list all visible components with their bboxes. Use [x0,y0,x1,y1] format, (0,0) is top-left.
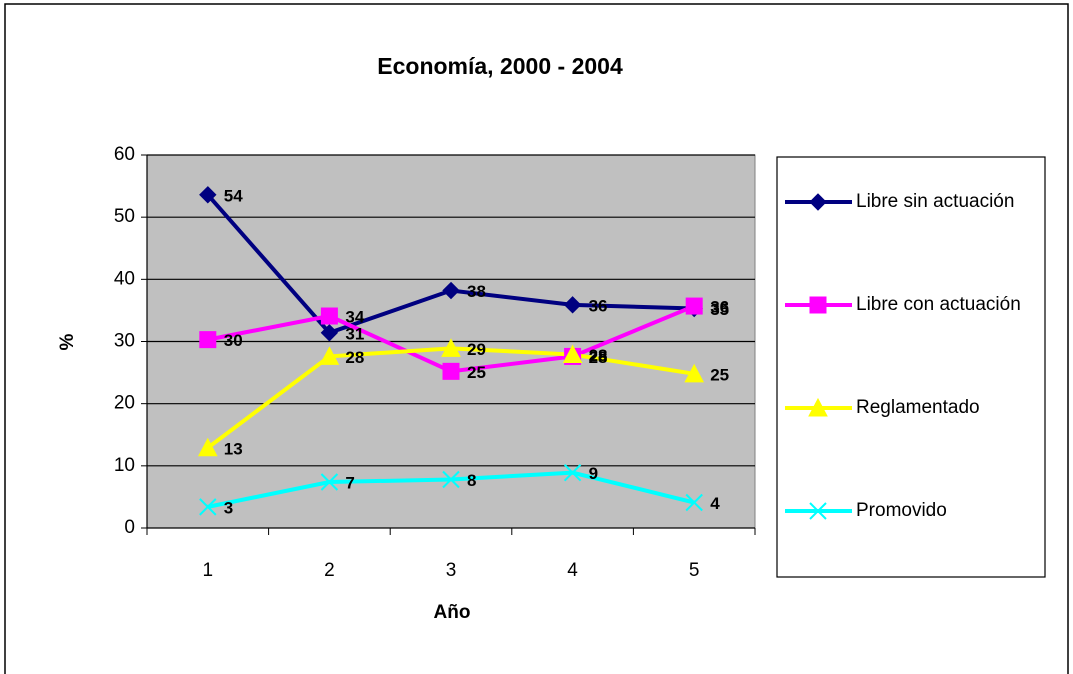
data-point [442,470,460,489]
data-label: 28 [345,348,364,367]
data-point [441,338,461,357]
chart-title: Economía, 2000 - 2004 [377,53,623,79]
data-point [685,297,703,315]
data-label: 28 [589,346,608,365]
data-point [442,281,460,300]
data-label: 7 [345,473,354,492]
x-tick-label: 4 [567,560,578,581]
legend-label: Promovido [856,500,947,521]
legend-label: Libre con actuación [856,294,1021,315]
data-point [320,307,338,325]
y-tick-label: 50 [114,206,135,227]
legend-label: Libre sin actuación [856,191,1015,212]
x-tick-label: 5 [689,560,700,581]
data-point [197,437,218,457]
data-label: 30 [224,331,243,350]
data-label: 54 [224,186,243,205]
y-tick-label: 20 [114,393,135,414]
x-axis-title: Año [434,602,471,623]
legend-label: Reglamentado [856,397,980,418]
data-label: 3 [224,498,233,517]
data-label: 31 [345,324,364,343]
data-point [320,473,339,491]
data-label: 8 [467,471,476,490]
data-label: 13 [224,439,243,458]
x-tick-label: 3 [446,560,457,581]
data-label: 36 [710,298,729,317]
data-point [684,363,705,383]
data-label: 36 [589,296,608,315]
y-tick-label: 60 [114,144,135,165]
data-point [199,498,217,516]
y-axis-title: % [57,333,78,350]
data-label: 25 [710,365,729,384]
data-label: 35 [710,300,729,319]
data-point [562,344,583,364]
data-point [199,186,217,204]
data-label: 34 [345,307,364,326]
y-tick-label: 10 [114,455,135,476]
y-tick-label: 40 [114,268,135,289]
y-tick-label: 30 [114,331,135,352]
legend-marker [809,502,827,520]
data-label: 38 [467,282,486,301]
data-label: 29 [467,340,486,359]
data-point [442,362,460,380]
data-label: 9 [589,464,598,483]
data-point [563,296,582,314]
data-label: 4 [710,494,720,513]
x-tick-label: 1 [203,560,214,581]
data-point [199,331,217,349]
data-point [319,346,340,365]
data-point [563,463,582,482]
y-tick-label: 0 [124,517,135,538]
legend-marker [809,193,827,211]
legend-marker [809,296,827,314]
data-label: 25 [467,363,486,382]
x-tick-label: 2 [324,560,335,581]
legend-marker [808,397,828,417]
data-label: 28 [589,348,608,367]
data-point [685,493,703,512]
data-point [320,324,339,342]
